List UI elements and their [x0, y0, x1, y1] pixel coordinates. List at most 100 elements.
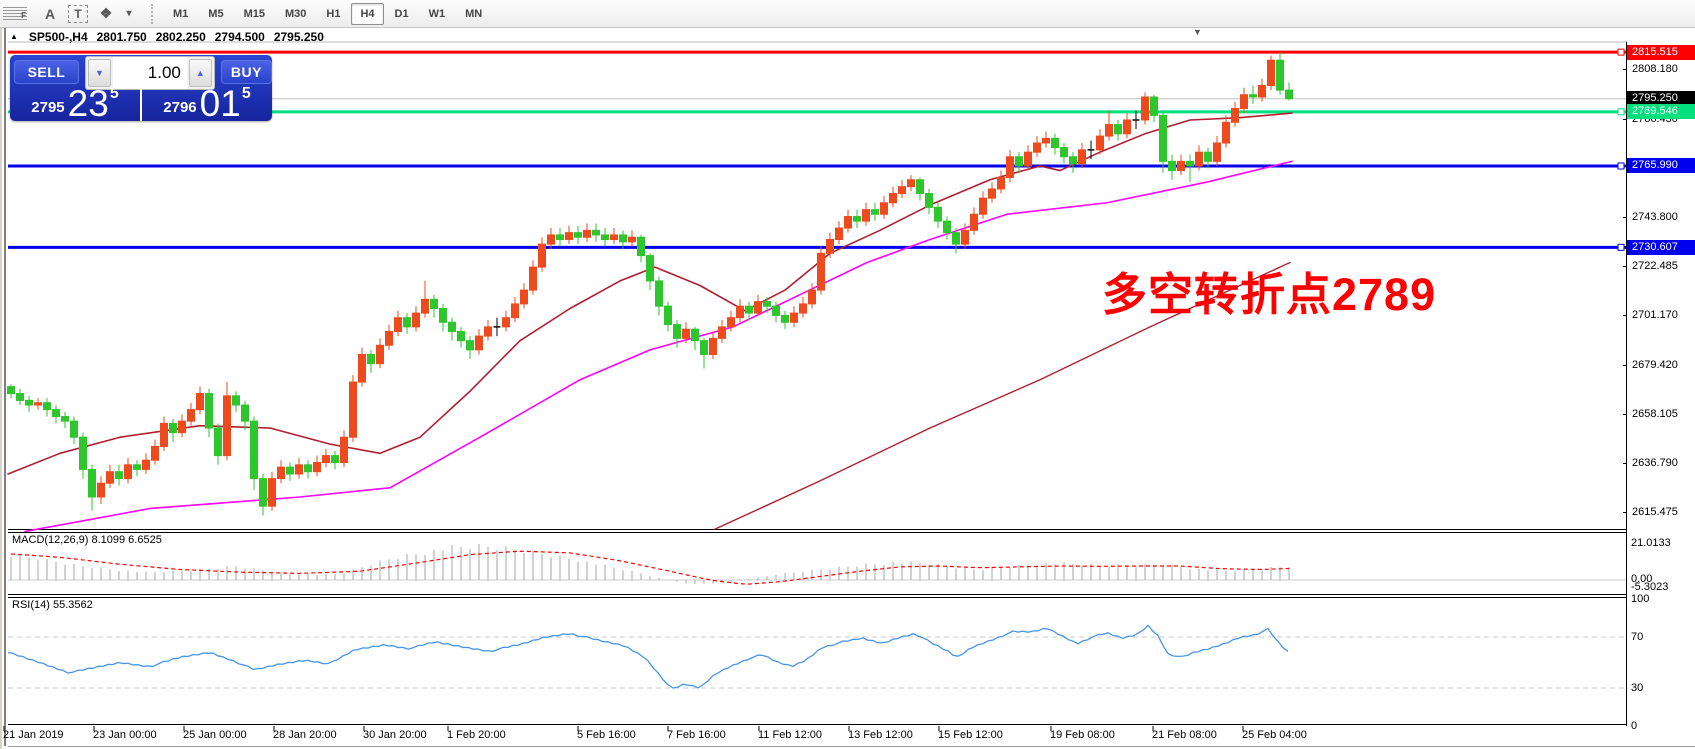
macd-pane	[8, 544, 1626, 585]
timeframe-button-d1[interactable]: D1	[394, 7, 409, 20]
price-level-badge: 2765.990	[1627, 158, 1695, 174]
timeframe-button-m30[interactable]: M30	[284, 7, 307, 20]
bid-price-big-digits: 23	[67, 83, 109, 124]
rsi-axis-label: 30	[1631, 682, 1644, 694]
time-axis-label: 25 Jan 00:00	[183, 729, 247, 741]
price-axis-label: 2743.800	[1632, 210, 1678, 223]
price-level-badge: 2789.546	[1627, 104, 1695, 120]
support-line-1-handle	[1617, 162, 1625, 170]
trade-panel-header: SELL ▼ ▲ BUY	[10, 55, 273, 90]
price-axis-label: 2658.105	[1632, 407, 1678, 420]
price-axis-tick	[1623, 118, 1627, 120]
price-axis-label: 2808.180	[1632, 63, 1678, 75]
chart-text-annotation: 多空转折点2789	[1102, 269, 1437, 320]
ask-price[interactable]: 2796 01 5	[142, 83, 272, 124]
price-axis-tick	[1623, 462, 1627, 464]
ohlc-low: 2794.500	[214, 29, 265, 44]
rsi-pane	[7, 624, 1626, 689]
price-axis-label: 2636.790	[1632, 456, 1678, 469]
chart-frames	[8, 41, 1695, 747]
price-axis-label: 2722.485	[1632, 259, 1678, 272]
bid-price-pip-digit: 5	[109, 85, 119, 102]
price-axis-tick	[1623, 511, 1627, 513]
macd-indicator-label: MACD(12,26,9) 8.1099 6.6525	[12, 534, 162, 546]
timeframe-button-h1[interactable]: H1	[326, 7, 341, 20]
macd-axis-label: 0.00	[1631, 573, 1653, 586]
dropdown-caret-icon[interactable]: ▾	[126, 8, 132, 19]
lot-decrease-button[interactable]: ▼	[87, 59, 111, 87]
time-axis-label: 15 Feb 12:00	[938, 729, 1003, 741]
bid-price-stem: 2795	[31, 99, 65, 116]
timeframe-button-m5[interactable]: M5	[208, 7, 224, 20]
chart-shift-marker[interactable]: ▼	[1193, 27, 1202, 37]
timeframe-button-h4[interactable]: H4	[351, 2, 384, 25]
macd-axis-label: 21.0133	[1631, 537, 1671, 550]
time-axis-label: 28 Jan 20:00	[273, 729, 337, 741]
sell-button[interactable]: SELL	[14, 59, 79, 84]
trade-panel-prices: 2795 23 5 2796 01 5	[10, 83, 272, 124]
ohlc-close: 2795.250	[273, 29, 324, 44]
lot-size-control: ▼ ▲	[84, 56, 215, 90]
level-lines	[8, 48, 1626, 251]
ask-price-stem: 2796	[163, 99, 197, 116]
support-line-2-handle	[1617, 243, 1625, 251]
rsi-axis-label: 0	[1631, 720, 1638, 733]
price-axis-label: 2679.420	[1632, 358, 1678, 371]
rsi-axis-label: 70	[1631, 631, 1644, 643]
ask-price-big-digits: 01	[199, 83, 241, 124]
price-level-badge: 2795.250	[1627, 91, 1695, 107]
window-left-edge	[0, 28, 2, 749]
pivot-line-handle	[1617, 108, 1625, 116]
price-axis-label: 2701.170	[1632, 308, 1678, 321]
lot-size-input[interactable]	[112, 57, 187, 89]
candles-layer	[7, 52, 1293, 516]
timeframe-button-w1[interactable]: W1	[428, 7, 446, 20]
timeframe-group: M1 M5 M15 M30 H1 H4 D1 W1 MN	[163, 2, 492, 25]
price-axis-label: 2615.475	[1632, 505, 1678, 518]
price-axis-tick	[1623, 216, 1627, 218]
ask-price-pip-digit: 5	[241, 85, 251, 102]
time-axis-label: 30 Jan 20:00	[363, 729, 427, 741]
price-axis-tick	[1623, 265, 1627, 267]
time-axis-label: 19 Feb 08:00	[1050, 729, 1115, 741]
time-axis-label: 25 Feb 04:00	[1242, 729, 1307, 741]
one-click-trade-panel: SELL ▼ ▲ BUY 2795 23 5 2796 01 5	[10, 55, 273, 124]
price-axis-tick	[1623, 364, 1627, 366]
lot-increase-button[interactable]: ▲	[188, 59, 212, 87]
collapse-arrow-icon[interactable]: ▲	[10, 32, 18, 41]
time-axis-label: 23 Jan 00:00	[93, 729, 157, 741]
rsi-axis-label: 100	[1631, 592, 1650, 605]
time-axis-label: 1 Feb 20:00	[447, 729, 506, 741]
time-axis-label: 5 Feb 16:00	[577, 729, 636, 741]
price-level-badge: 2730.607	[1627, 239, 1695, 255]
price-axis-tick	[1623, 314, 1627, 316]
time-ticks	[3, 726, 1244, 731]
buy-button[interactable]: BUY	[220, 59, 273, 84]
timeframe-button-m15[interactable]: M15	[243, 7, 265, 20]
time-axis-label: 7 Feb 16:00	[667, 729, 726, 741]
arrows-tool-icon[interactable]: ❖	[99, 5, 113, 21]
bid-price[interactable]: 2795 23 5	[10, 83, 142, 124]
rsi-line	[7, 624, 1289, 689]
time-axis-label: 13 Feb 12:00	[848, 729, 913, 741]
timeframe-button-mn[interactable]: MN	[465, 7, 483, 20]
moving-averages	[7, 112, 1293, 533]
macd-axis-label: -5.3023	[1631, 581, 1669, 594]
ohlc-open: 2801.750	[96, 29, 147, 44]
dotted-grid-f-icon[interactable]: F	[3, 7, 27, 20]
symbol-name: SP500-,H4	[28, 29, 88, 44]
toolbar: F A T ❖ ▾ M1 M5 M15 M30 H1 H4 D1 W1 MN	[0, 0, 1695, 28]
time-axis-label: 11 Feb 12:00	[758, 729, 823, 741]
text-tool-icon[interactable]: T	[68, 4, 88, 23]
macd-signal-line	[10, 550, 1290, 585]
price-axis-tick	[1623, 69, 1627, 70]
resistance-line-handle	[1617, 48, 1625, 56]
ma-slow-crimson	[714, 261, 1291, 530]
text-label-icon[interactable]: A	[44, 5, 56, 22]
timeframe-button-m1[interactable]: M1	[173, 7, 189, 20]
ma-fast-crimson	[7, 112, 1293, 475]
price-axis-tick	[1623, 413, 1627, 415]
ma-mid-magenta	[24, 160, 1293, 533]
